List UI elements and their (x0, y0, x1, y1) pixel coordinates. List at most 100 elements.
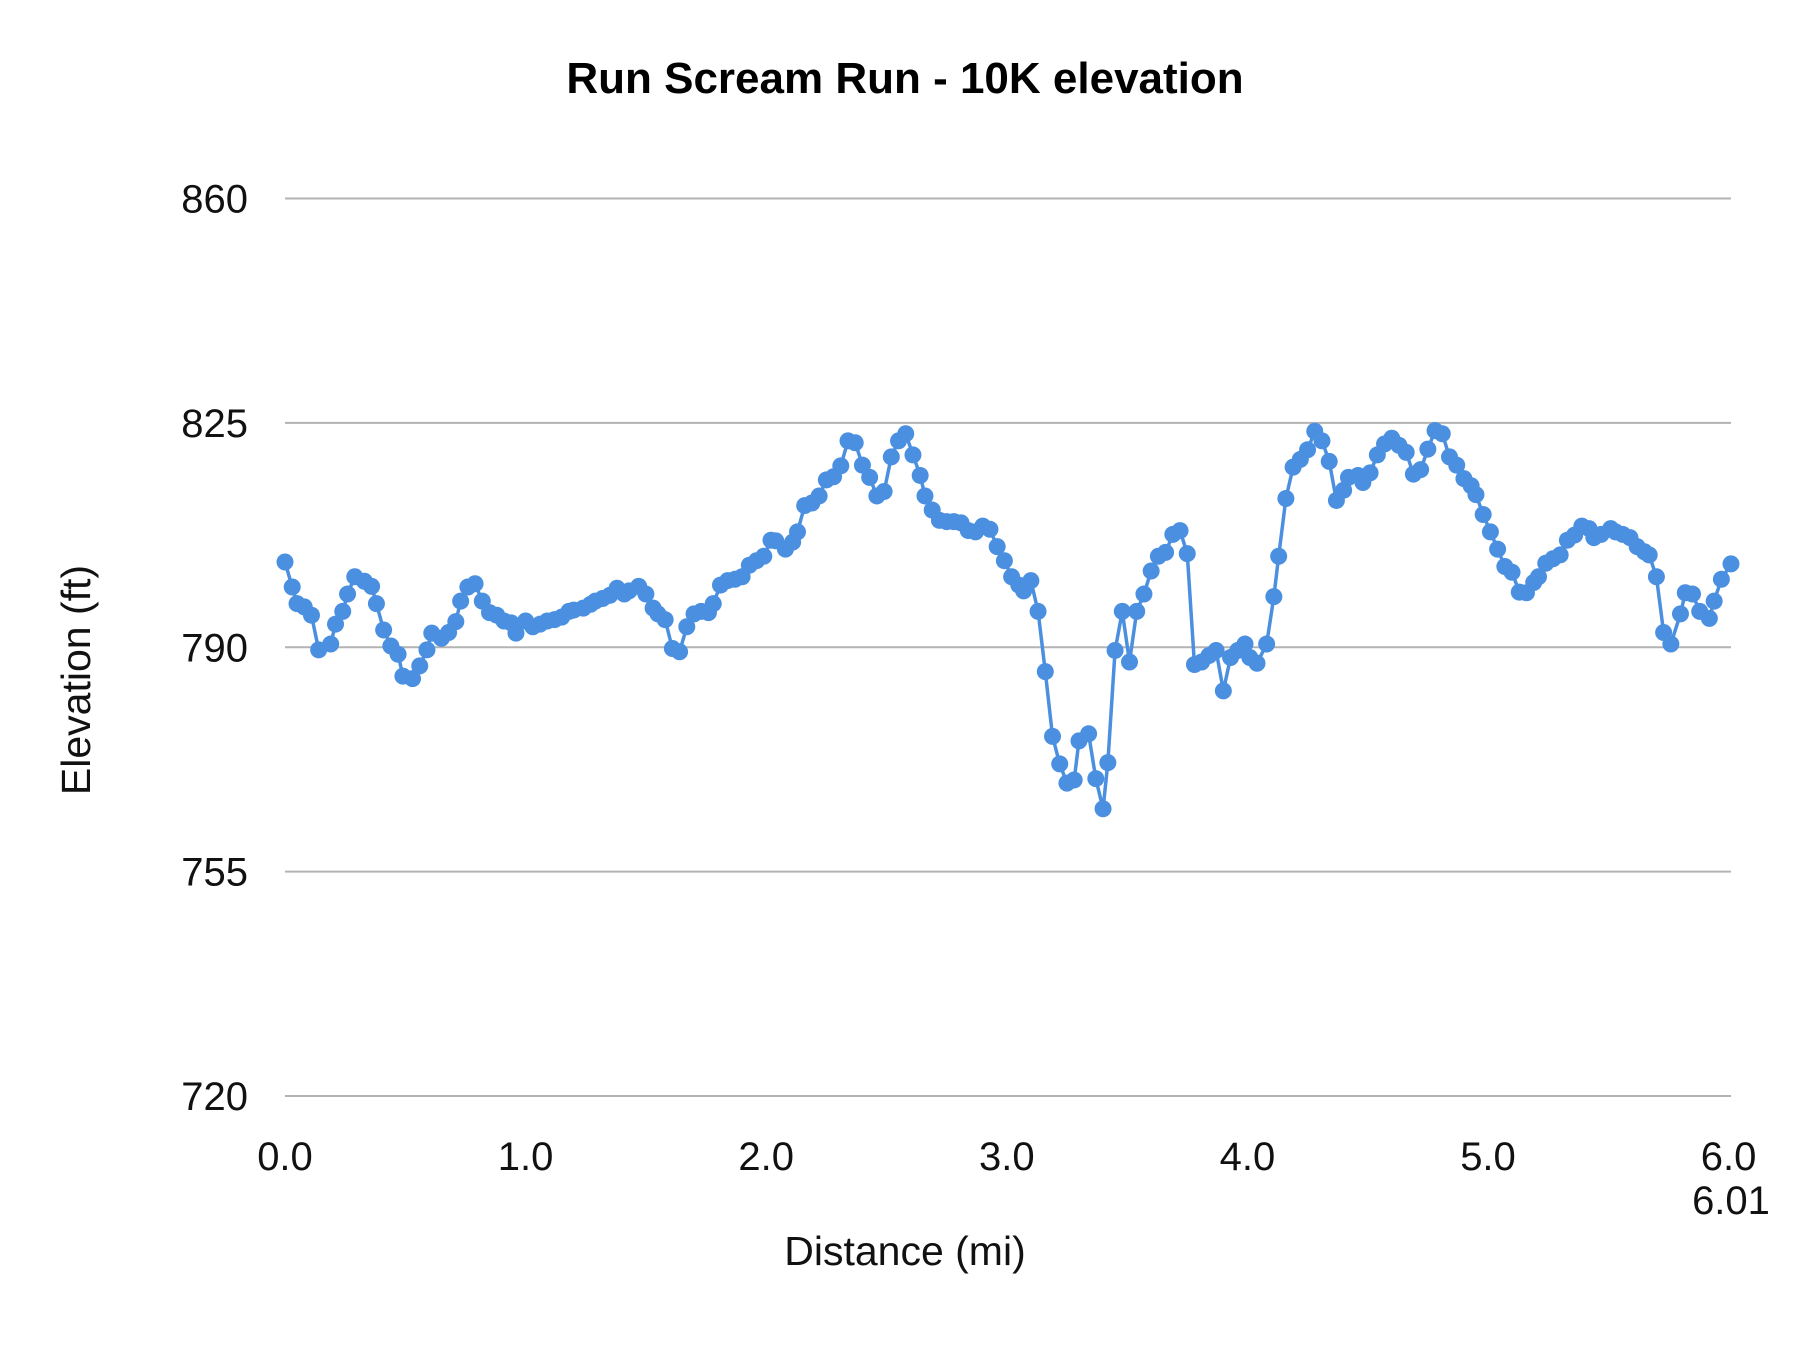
data-point (1671, 605, 1689, 623)
y-tick-label: 755 (181, 851, 248, 895)
data-point (1489, 540, 1507, 558)
data-point (1722, 555, 1740, 573)
data-point (1135, 585, 1153, 603)
data-point (1481, 523, 1499, 541)
data-point (810, 487, 828, 505)
data-point (995, 552, 1013, 570)
data-point (656, 611, 674, 629)
data-point (1248, 654, 1266, 672)
data-point (1530, 568, 1548, 586)
data-point (981, 520, 999, 538)
x-tick-label: 6.0 (1701, 1135, 1757, 1179)
data-point (1684, 585, 1702, 603)
data-point (1258, 635, 1276, 653)
data-point (1270, 547, 1288, 565)
x-tick-label: 5.0 (1460, 1135, 1516, 1179)
data-point (755, 547, 773, 565)
data-point (1051, 755, 1069, 773)
gridlines (285, 197, 1731, 1097)
data-point (1712, 570, 1730, 588)
data-point (1277, 490, 1295, 508)
data-point (389, 645, 407, 663)
data-point (1236, 635, 1254, 653)
data-point (1474, 506, 1492, 524)
data-point (1087, 770, 1105, 788)
elevation-series (276, 422, 1740, 818)
data-point (404, 670, 422, 688)
data-point (1044, 727, 1062, 745)
data-point (367, 595, 385, 613)
data-point (1705, 592, 1723, 610)
data-point (1121, 653, 1139, 671)
data-point (1467, 486, 1485, 504)
data-point (1335, 481, 1353, 499)
data-point (1099, 754, 1117, 772)
y-tick-label: 825 (181, 402, 248, 446)
data-point (276, 553, 294, 571)
data-point (1080, 725, 1098, 743)
data-point (1157, 543, 1175, 561)
data-point (1022, 572, 1040, 590)
data-point (861, 468, 879, 486)
data-point (334, 602, 352, 620)
data-point (466, 575, 484, 593)
x-tick-label: 3.0 (979, 1135, 1035, 1179)
data-point (1320, 452, 1338, 470)
data-point (882, 448, 900, 466)
x-tick-label: 2.0 (738, 1135, 794, 1179)
data-point (1128, 602, 1146, 620)
y-tick-label: 790 (181, 626, 248, 670)
data-point (1299, 441, 1317, 459)
x-tick-label: 1.0 (498, 1135, 554, 1179)
data-point (704, 595, 722, 613)
data-point (1361, 464, 1379, 482)
data-point (339, 585, 357, 603)
data-point (1313, 432, 1331, 450)
data-point (1551, 546, 1569, 564)
data-point (1265, 588, 1283, 606)
data-point (911, 466, 929, 484)
data-point (375, 621, 393, 639)
data-point (1503, 563, 1521, 581)
data-point (1419, 440, 1437, 458)
data-point (1214, 682, 1232, 700)
data-point (452, 592, 470, 610)
data-point (916, 487, 934, 505)
y-axis-ticks: 720 755 790 825 860 (181, 178, 248, 1120)
x-tick-label: 4.0 (1220, 1135, 1276, 1179)
data-point (1171, 522, 1189, 540)
x-tick-label: 6.01 (1692, 1179, 1770, 1223)
y-axis-label: Elevation (ft) (53, 565, 99, 795)
x-axis-label: Distance (mi) (784, 1228, 1025, 1274)
chart-title: Run Scream Run - 10K elevation (566, 54, 1243, 103)
data-point (1036, 663, 1054, 681)
data-point (1142, 562, 1160, 580)
data-point (411, 657, 429, 675)
data-point (1029, 602, 1047, 620)
data-point (1433, 425, 1451, 443)
y-tick-label: 720 (181, 1075, 248, 1119)
x-axis-ticks: 0.0 1.0 2.0 3.0 4.0 5.0 6.06.01 (257, 1135, 1770, 1223)
data-point (302, 606, 320, 624)
data-point (1640, 546, 1658, 564)
y-tick-label: 860 (181, 178, 248, 222)
data-point (788, 523, 806, 541)
data-point (1178, 545, 1196, 563)
data-point (637, 585, 655, 603)
data-point (447, 613, 465, 631)
data-point (283, 578, 301, 596)
data-point (846, 434, 864, 452)
data-point (1647, 568, 1665, 586)
data-point (904, 446, 922, 464)
data-point (322, 635, 340, 653)
data-point (1662, 635, 1680, 653)
data-point (363, 577, 381, 595)
data-point (1448, 456, 1466, 474)
data-point (1094, 800, 1112, 818)
data-point (1397, 443, 1415, 461)
data-point (678, 618, 696, 636)
data-point (327, 615, 345, 633)
data-point (1113, 602, 1131, 620)
data-point (507, 624, 525, 642)
